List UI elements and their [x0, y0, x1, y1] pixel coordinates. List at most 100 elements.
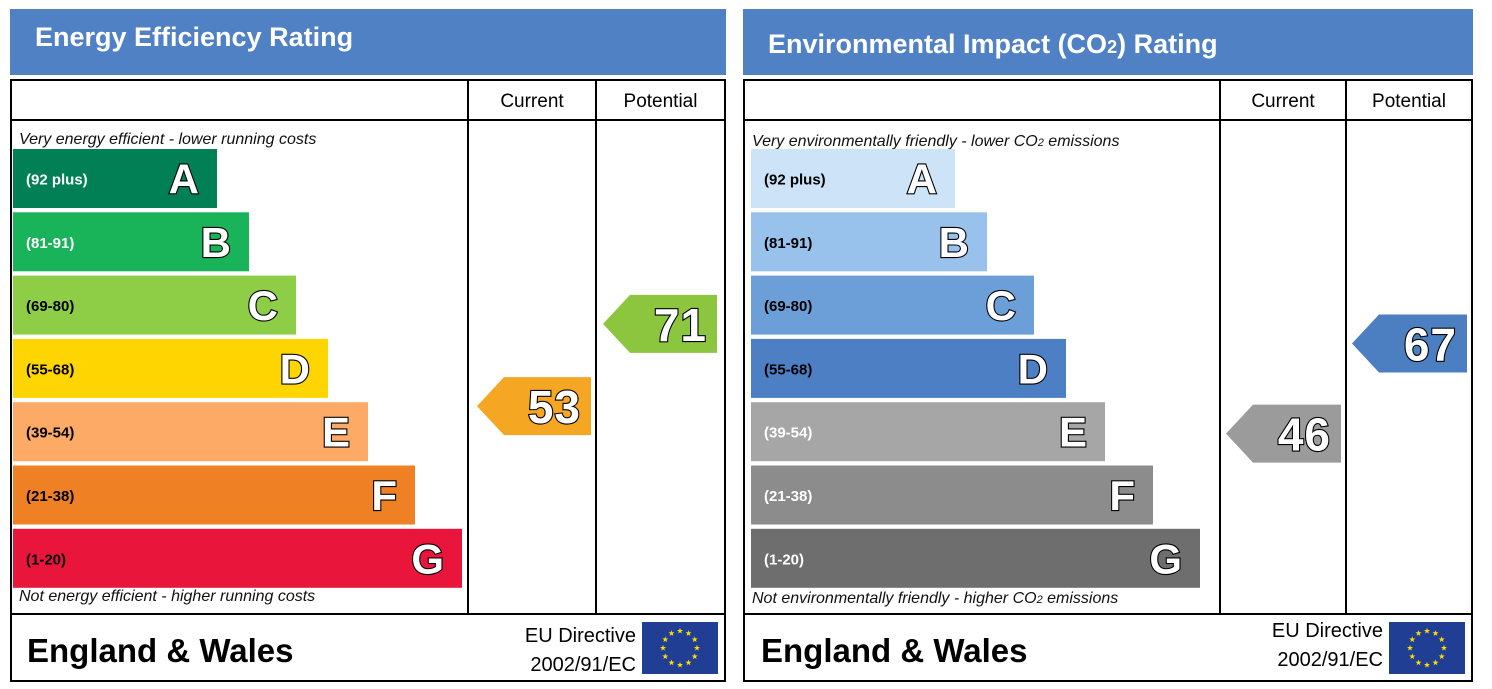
eu-star-icon: [1423, 627, 1431, 634]
energy-range-f: (21-38): [26, 488, 74, 505]
eu-star-icon: [668, 659, 675, 666]
environment-range-f: (21-38): [764, 488, 812, 505]
eu-star-icon: [1438, 653, 1445, 660]
energy-eu-directive: EU Directive 2002/91/EC: [525, 622, 636, 680]
energy-band-letter-c: C: [248, 282, 278, 329]
energy-col-potential: Potential: [623, 91, 698, 112]
energy-chart-box: Current Potential Very energy efficient …: [10, 79, 726, 682]
environment-bottom-note-pre: Not environmentally friendly - higher CO: [752, 590, 1037, 607]
eu-star-icon: [693, 644, 701, 651]
energy-eu-directive-code: 2002/91/EC: [530, 654, 636, 676]
eu-star-icon: [1415, 630, 1422, 636]
eu-star-icon: [691, 653, 698, 660]
energy-col-divider-potential: [595, 81, 597, 615]
energy-range-e: (39-54): [26, 425, 74, 442]
energy-band-letter-g: G: [411, 535, 444, 582]
environmental-impact-panel: Environmental Impact (CO2) Rating Curren…: [743, 9, 1473, 682]
environment-bar-f: [751, 465, 1153, 525]
environment-eu-directive-code: 2002/91/EC: [1277, 649, 1383, 671]
eu-star-icon: [662, 653, 669, 660]
environment-potential-arrow: [1352, 314, 1467, 373]
environment-bottom-note-post: emissions: [1042, 590, 1119, 607]
environment-range-a: (92 plus): [764, 172, 826, 189]
environment-bar-e: [751, 402, 1105, 462]
energy-header-divider: [12, 119, 724, 121]
eu-star-icon: [1432, 659, 1439, 666]
environment-range-g: (1-20): [764, 551, 804, 568]
energy-eu-directive-label: EU Directive: [524, 625, 636, 647]
environment-range-d: (55-68): [764, 361, 812, 378]
energy-band-letter-b: B: [201, 219, 231, 266]
energy-col-current: Current: [500, 91, 564, 112]
environment-top-note: Very environmentally friendly - lower CO…: [752, 133, 1119, 151]
environment-band-letter-a: A: [907, 156, 937, 203]
energy-range-b: (81-91): [26, 235, 74, 252]
eu-star-icon: [1440, 644, 1448, 651]
eu-star-icon: [685, 659, 692, 666]
environment-rating-chart: (92 plus) A (81-91) B (69-80) C (55-68) D (39-54…: [751, 149, 1467, 588]
environment-current-value: 46: [1278, 409, 1331, 461]
environment-range-b: (81-91): [764, 235, 812, 252]
environment-col-divider-potential: [1345, 81, 1347, 615]
energy-header: Energy Efficiency Rating: [10, 9, 726, 75]
environment-bottom-note-sub: 2: [1036, 594, 1043, 606]
eu-star-icon: [1409, 636, 1416, 643]
eu-star-icon: [676, 627, 684, 634]
energy-bar-d: [13, 338, 328, 398]
environment-header: Environmental Impact (CO2) Rating: [743, 9, 1473, 75]
environment-bar-b: [751, 212, 987, 272]
environment-footer-divider: [745, 613, 1471, 615]
energy-range-g: (1-20): [26, 551, 66, 568]
energy-range-c: (69-80): [26, 298, 74, 315]
environment-band-letter-d: D: [1018, 345, 1048, 392]
environment-band-letter-f: F: [1109, 472, 1135, 519]
energy-band-letter-e: E: [322, 409, 350, 456]
energy-bar-b: [13, 212, 249, 272]
environment-range-c: (69-80): [764, 298, 812, 315]
environment-top-note-post: emissions: [1043, 133, 1120, 150]
energy-potential-arrow: [603, 294, 717, 353]
energy-rating-chart: (92 plus) A (81-91) B (69-80) C (55-68) D (39-54…: [13, 149, 717, 588]
eu-star-icon: [1438, 636, 1445, 643]
environment-eu-directive: EU Directive 2002/91/EC: [1272, 617, 1383, 675]
environment-header-divider: [745, 119, 1471, 121]
eu-star-icon: [676, 661, 684, 668]
environment-bar-g: [751, 528, 1200, 588]
environment-title: Environmental Impact (CO2) Rating: [768, 29, 1218, 60]
energy-efficiency-panel: Energy Efficiency Rating Current Potenti…: [10, 9, 726, 682]
energy-bar-g: [13, 528, 462, 588]
environment-col-current: Current: [1251, 91, 1315, 112]
energy-bottom-note: Not energy efficient - higher running co…: [19, 588, 316, 605]
eu-star-icon: [1406, 644, 1414, 651]
eu-flag-icon: [642, 622, 718, 674]
environment-title-sub: 2: [1107, 37, 1118, 57]
energy-range-a: (92 plus): [26, 172, 88, 189]
environment-band-letter-b: B: [939, 219, 969, 266]
environment-col-potential: Potential: [1372, 91, 1446, 112]
eu-star-icon: [1415, 659, 1422, 666]
energy-bar-a: [13, 149, 217, 208]
environment-bar-a: [751, 149, 955, 208]
eu-star-icon: [685, 630, 692, 636]
eu-star-icon: [668, 630, 675, 636]
energy-band-letter-d: D: [280, 345, 310, 392]
energy-band-letter-a: A: [169, 156, 199, 203]
eu-star-icon: [662, 636, 669, 643]
environment-title-pre: Environmental Impact (CO: [768, 29, 1108, 59]
eu-flag-icon: [1389, 622, 1465, 674]
energy-footer-region: England & Wales: [27, 632, 294, 669]
energy-col-divider-current: [467, 81, 469, 615]
energy-title: Energy Efficiency Rating: [35, 22, 354, 52]
environment-potential-value: 67: [1404, 318, 1457, 370]
environment-current-arrow: [1226, 404, 1341, 463]
environment-bar-d: [751, 338, 1066, 398]
energy-footer-divider: [12, 613, 724, 615]
eu-star-icon: [1423, 661, 1431, 668]
energy-current-value: 53: [528, 381, 581, 433]
environment-top-note-sub: 2: [1037, 137, 1044, 149]
energy-current-arrow: [477, 377, 591, 436]
environment-title-post: ) Rating: [1117, 29, 1218, 59]
energy-potential-value: 71: [654, 299, 707, 351]
energy-band-letter-f: F: [371, 472, 397, 519]
energy-top-note: Very energy efficient - lower running co…: [19, 131, 317, 148]
